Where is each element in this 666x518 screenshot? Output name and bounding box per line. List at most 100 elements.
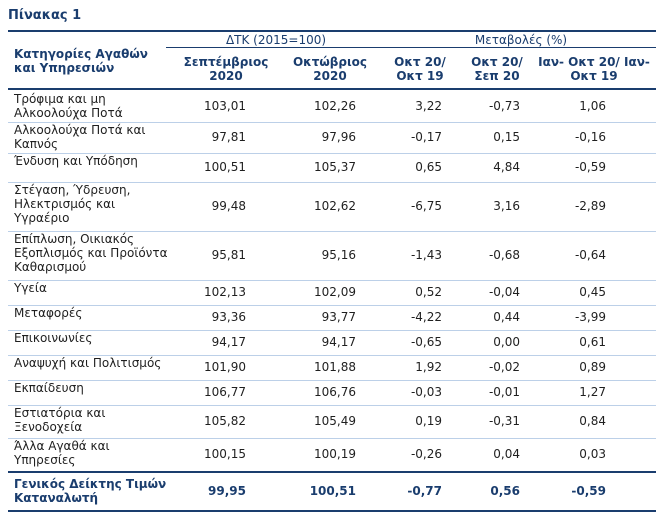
row-value-ytd: 1,27 (579, 385, 606, 399)
row-value-sep: 103,01 (204, 99, 246, 113)
row-value-oct: 106,76 (314, 385, 356, 399)
top-rule (8, 30, 656, 32)
row-value-ytd: -0,59 (574, 160, 606, 174)
table-row: Ένδυση και Υπόδηση 100,51 105,37 0,65 4,84 -0… (8, 154, 656, 182)
row-value-yoy: -6,75 (410, 199, 442, 213)
row-value-yoy: 0,65 (415, 160, 442, 174)
row-value-yoy: -0,65 (410, 335, 442, 349)
group-rule (166, 47, 656, 48)
total-value-oct: 100,51 (309, 484, 356, 498)
row-value-oct: 93,77 (321, 310, 356, 324)
row-label: Εστιατόρια και Ξενοδοχεία (14, 406, 106, 434)
row-value-ytd: 0,03 (579, 447, 606, 461)
row-value-sep: 102,13 (204, 285, 246, 299)
table-row: Επίπλωση, Οικιακός Εξοπλισμός και Προϊόν… (8, 232, 656, 280)
row-value-yoy: 0,52 (415, 285, 442, 299)
row-label: Επικοινωνίες (14, 331, 93, 345)
row-value-yoy: 1,92 (415, 360, 442, 374)
row-value-ytd: -0,64 (574, 248, 606, 262)
row-value-ytd: -2,89 (574, 199, 606, 213)
row-value-sep: 106,77 (204, 385, 246, 399)
table-title: Πίνακας 1 (8, 8, 82, 23)
row-value-sep: 94,17 (211, 335, 246, 349)
row-value-oct: 105,37 (314, 160, 356, 174)
table-row: Εστιατόρια και Ξενοδοχεία 105,82 105,49 0,1… (8, 406, 656, 438)
row-value-sep: 97,81 (211, 130, 246, 144)
row-value-oct: 105,49 (314, 414, 356, 428)
row-divider (8, 182, 656, 183)
row-label: Εκπαίδευση (14, 381, 84, 395)
row-value-oct: 102,26 (314, 99, 356, 113)
row-divider (8, 355, 656, 356)
row-value-sep: 95,81 (211, 248, 246, 262)
row-divider (8, 305, 656, 306)
row-value-oct: 94,17 (321, 335, 356, 349)
total-rule (8, 471, 656, 473)
row-value-ytd: 0,61 (579, 335, 606, 349)
row-value-sep: 105,82 (204, 414, 246, 428)
header-col-oct-2020: Οκτώβριος 2020 (292, 55, 368, 83)
row-value-mom: -0,04 (488, 285, 520, 299)
row-value-mom: -0,02 (488, 360, 520, 374)
row-value-mom: 0,04 (493, 447, 520, 461)
row-label: Ένδυση και Υπόδηση (14, 154, 138, 168)
total-label: Γενικός Δείκτης Τιμών Καταναλωτή (14, 477, 167, 505)
row-value-yoy: -0,26 (410, 447, 442, 461)
row-value-yoy: 0,19 (415, 414, 442, 428)
row-divider (8, 231, 656, 232)
row-value-sep: 99,48 (211, 199, 246, 213)
row-value-yoy: -4,22 (410, 310, 442, 324)
row-label: Υγεία (14, 281, 47, 295)
row-value-ytd: -0,16 (574, 130, 606, 144)
row-value-sep: 93,36 (211, 310, 246, 324)
table-row: Άλλα Αγαθά και Υπηρεσίες 100,15 100,19 -0,2… (8, 439, 656, 471)
row-value-yoy: 3,22 (415, 99, 442, 113)
total-value-mom: 0,56 (490, 484, 520, 498)
row-value-ytd: 0,89 (579, 360, 606, 374)
header-rule (8, 88, 656, 90)
table-row: Αλκοολούχα Ποτά και Καπνός 97,81 97,96 -0,1… (8, 123, 656, 153)
table-row: Τρόφιμα και μη Αλκοολούχα Ποτά 103,01 102,… (8, 92, 656, 122)
total-value-ytd: -0,59 (571, 484, 606, 498)
row-value-oct: 102,62 (314, 199, 356, 213)
table-row: Αναψυχή και Πολιτισμός 101,90 101,88 1,92 -0… (8, 356, 656, 380)
row-value-oct: 102,09 (314, 285, 356, 299)
row-value-mom: 0,00 (493, 335, 520, 349)
row-value-ytd: 0,84 (579, 414, 606, 428)
row-value-yoy: -1,43 (410, 248, 442, 262)
row-value-ytd: -3,99 (574, 310, 606, 324)
row-label: Αλκοολούχα Ποτά και Καπνός (14, 123, 146, 151)
row-value-mom: 0,44 (493, 310, 520, 324)
header-col-sep-2020: Σεπτέμβριος 2020 (183, 55, 269, 83)
table-row: Στέγαση, Ύδρευση, Ηλεκτρισμός και Υγραέρ… (8, 183, 656, 231)
row-value-oct: 95,16 (321, 248, 356, 262)
row-label: Επίπλωση, Οικιακός Εξοπλισμός και Προϊόν… (14, 232, 168, 274)
total-value-sep: 99,95 (208, 484, 246, 498)
header-group-change: Μεταβολές (%) (474, 33, 568, 47)
row-divider (8, 153, 656, 154)
row-value-mom: -0,68 (488, 248, 520, 262)
total-value-yoy: -0,77 (407, 484, 442, 498)
header-col-mom: Οκτ 20/ Σεπ 20 (471, 55, 523, 83)
table-row: Υγεία 102,13 102,09 0,52 -0,04 0,45 (8, 281, 656, 305)
total-row: Γενικός Δείκτης Τιμών Καταναλωτή 99,95 1… (8, 475, 656, 509)
row-value-mom: -0,73 (488, 99, 520, 113)
row-value-ytd: 1,06 (579, 99, 606, 113)
row-divider (8, 122, 656, 123)
row-label: Στέγαση, Ύδρευση, Ηλεκτρισμός και Υγραέρ… (14, 183, 131, 225)
row-divider (8, 405, 656, 406)
row-label: Αναψυχή και Πολιτισμός (14, 356, 162, 370)
row-divider (8, 438, 656, 439)
row-value-sep: 101,90 (204, 360, 246, 374)
row-value-mom: -0,31 (488, 414, 520, 428)
row-value-oct: 97,96 (321, 130, 356, 144)
row-value-mom: 0,15 (493, 130, 520, 144)
row-value-mom: 4,84 (493, 160, 520, 174)
row-label: Τρόφιμα και μη Αλκοολούχα Ποτά (14, 92, 123, 120)
row-value-sep: 100,51 (204, 160, 246, 174)
row-divider (8, 380, 656, 381)
row-value-mom: -0,01 (488, 385, 520, 399)
row-divider (8, 330, 656, 331)
row-value-yoy: -0,03 (410, 385, 442, 399)
row-divider (8, 280, 656, 281)
